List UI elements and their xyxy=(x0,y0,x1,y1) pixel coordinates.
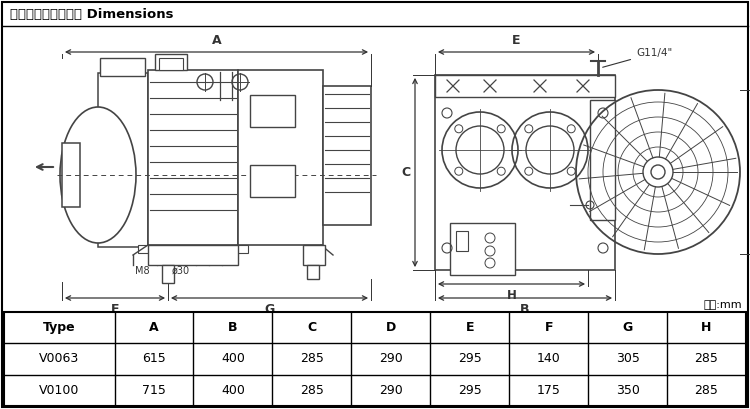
Text: 400: 400 xyxy=(221,353,245,366)
Text: E: E xyxy=(512,34,520,47)
Bar xyxy=(148,245,238,265)
Text: 285: 285 xyxy=(694,353,718,366)
Bar xyxy=(250,165,295,197)
Text: 615: 615 xyxy=(142,353,166,366)
Bar xyxy=(250,95,295,127)
Bar xyxy=(303,245,325,265)
Text: ø30: ø30 xyxy=(172,266,190,276)
Text: M8: M8 xyxy=(135,266,150,276)
Bar xyxy=(138,245,248,253)
Text: C: C xyxy=(308,321,316,334)
Bar xyxy=(238,70,323,245)
Bar xyxy=(450,223,515,275)
Text: H: H xyxy=(701,321,712,334)
Text: 140: 140 xyxy=(537,353,560,366)
Text: 290: 290 xyxy=(379,353,403,366)
Text: 295: 295 xyxy=(458,353,482,366)
Text: 305: 305 xyxy=(616,353,640,366)
Text: D: D xyxy=(386,321,396,334)
Text: G: G xyxy=(264,303,274,316)
Bar xyxy=(435,75,615,270)
Bar xyxy=(4,312,746,406)
Bar xyxy=(307,265,319,279)
Bar xyxy=(456,231,468,251)
Text: C: C xyxy=(400,166,410,179)
Text: G11/4": G11/4" xyxy=(603,48,672,67)
Text: B: B xyxy=(520,303,530,316)
Bar xyxy=(323,86,371,225)
Bar xyxy=(159,58,183,70)
Text: B: B xyxy=(228,321,238,334)
Text: 285: 285 xyxy=(694,384,718,397)
Bar xyxy=(155,54,187,70)
Text: 外型尺寸及安裝尺寸 Dimensions: 外型尺寸及安裝尺寸 Dimensions xyxy=(10,7,173,20)
Text: 290: 290 xyxy=(379,384,403,397)
Text: E: E xyxy=(466,321,474,334)
Bar xyxy=(435,75,615,97)
Bar xyxy=(162,265,174,283)
Text: 285: 285 xyxy=(300,353,324,366)
Text: 715: 715 xyxy=(142,384,166,397)
Text: V0063: V0063 xyxy=(39,353,80,366)
Text: 400: 400 xyxy=(221,384,245,397)
Ellipse shape xyxy=(60,107,136,243)
Bar xyxy=(590,100,615,220)
Bar xyxy=(62,143,80,207)
Text: 單位:mm: 單位:mm xyxy=(704,300,742,310)
Text: A: A xyxy=(149,321,159,334)
Text: 295: 295 xyxy=(458,384,482,397)
Text: Type: Type xyxy=(43,321,76,334)
Text: 350: 350 xyxy=(616,384,640,397)
Bar xyxy=(148,70,238,245)
Text: F: F xyxy=(111,303,119,316)
Text: V0100: V0100 xyxy=(39,384,80,397)
Text: A: A xyxy=(211,34,221,47)
Bar xyxy=(100,58,145,76)
Text: 175: 175 xyxy=(537,384,560,397)
Bar xyxy=(98,73,148,247)
Text: 285: 285 xyxy=(300,384,324,397)
Text: F: F xyxy=(544,321,553,334)
Text: H: H xyxy=(506,289,517,302)
Text: G: G xyxy=(622,321,633,334)
